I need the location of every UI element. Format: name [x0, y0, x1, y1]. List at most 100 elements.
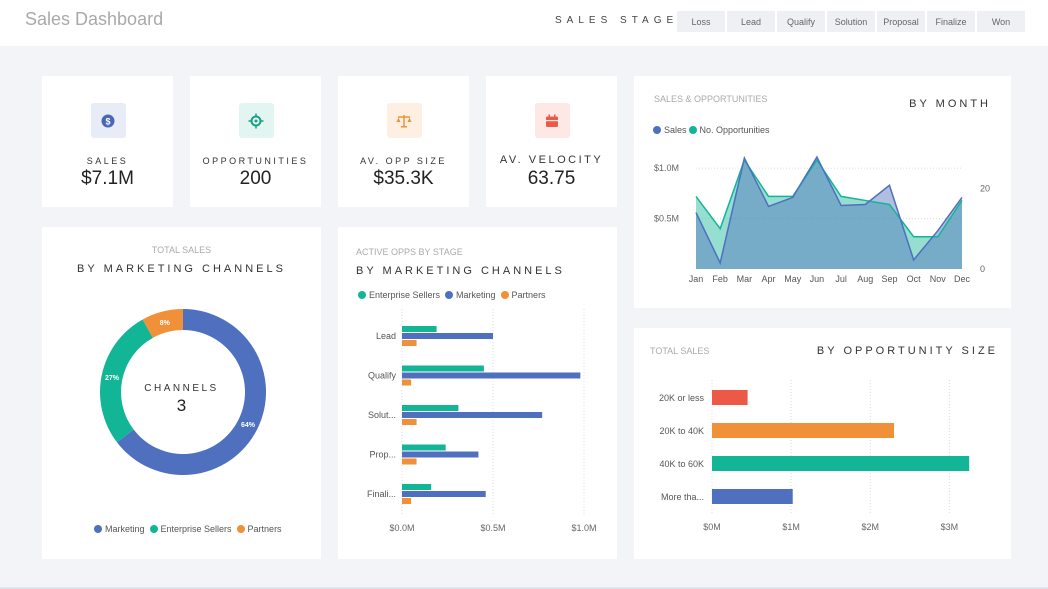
stage-filter-proposal[interactable]: Proposal — [877, 11, 925, 32]
x-tick-label: $0M — [703, 522, 721, 532]
legend-item-partners[interactable]: Partners — [236, 524, 282, 534]
bar-partners — [402, 498, 412, 504]
donut-slice-partners — [142, 309, 183, 338]
kpi-label: AV. OPP SIZE — [360, 156, 447, 166]
bar-opp-size — [712, 390, 748, 405]
legend-item-opportunities[interactable]: No. Opportunities — [688, 125, 770, 135]
x-tick-label: Jan — [689, 274, 704, 284]
stage-bar-chart[interactable]: $0.0M $0.5M $1.0M Lead Qualify Solut... Prop..… — [338, 299, 617, 559]
legend-item-enterprise[interactable]: Enterprise Sellers — [358, 290, 440, 300]
bar-partners — [402, 340, 417, 346]
legend-label: Sales — [664, 125, 687, 135]
x-tick-label: $2M — [862, 522, 880, 532]
y-tick-label: Solut... — [368, 410, 396, 420]
donut-data-label: 27% — [105, 375, 120, 382]
legend-item-marketing[interactable]: Marketing — [94, 524, 145, 534]
x-tick-label: $1M — [782, 522, 800, 532]
line-sales — [695, 155, 963, 266]
kpi-value: 200 — [239, 168, 272, 189]
x-tick-label: $1.0M — [571, 523, 596, 533]
kpi-card-avg-opp-size[interactable]: AV. OPP SIZE $35.3K — [338, 76, 469, 207]
bar-enterprise-sellers — [402, 484, 432, 490]
bar-enterprise-sellers — [402, 326, 437, 332]
sales-stage-filter: Loss Lead Qualify Solution Proposal Fina… — [677, 11, 1025, 32]
kpi-card-sales[interactable]: $ SALES $7.1M — [42, 76, 173, 207]
card-subtitle: TOTAL SALES — [650, 346, 710, 356]
y-left-tick-label: $0.5M — [654, 214, 679, 224]
bar-opp-size — [712, 423, 895, 438]
y-tick-label: Qualify — [368, 371, 397, 381]
bottom-divider — [0, 587, 1048, 589]
stage-bars-legend: Enterprise Sellers Marketing Partners — [358, 290, 551, 300]
x-tick-label: Oct — [907, 274, 922, 284]
kpi-label: OPPORTUNITIES — [202, 156, 309, 166]
legend-label: Marketing — [105, 524, 145, 534]
page-title: Sales Dashboard — [25, 9, 164, 29]
kpi-label: SALES — [86, 156, 129, 166]
legend-dot — [94, 525, 102, 533]
monthly-area-chart[interactable]: $1.0M $0.5M 20 0 Jan Feb Mar Apr May Jun Jul Aug Sep… — [634, 138, 1011, 298]
y-right-tick-label: 20 — [980, 183, 990, 193]
legend-dot — [149, 525, 158, 533]
bar-marketing — [402, 491, 486, 497]
total-sales-by-channel-card: TOTAL SALES BY MARKETING CHANNELS 64% 27%… — [42, 227, 321, 559]
y-tick-label: 20K or less — [659, 393, 705, 403]
x-tick-label: Feb — [712, 274, 728, 284]
stage-filter-loss[interactable]: Loss — [677, 11, 725, 32]
opp-size-bar-chart[interactable]: $0M $1M $2M $3M 20K or less 20K to 40K 40K to … — [634, 368, 1011, 558]
y-tick-label: Prop... — [369, 450, 396, 460]
bar-opp-size — [712, 456, 970, 471]
legend-dot — [236, 525, 245, 533]
legend-dot — [445, 291, 454, 299]
svg-text:$: $ — [105, 116, 110, 126]
stage-filter-solution[interactable]: Solution — [827, 11, 875, 32]
donut-slice-enterprise-sellers — [99, 319, 153, 443]
sales-opps-by-month-card: SALES & OPPORTUNITIES BY MONTH Sales No.… — [634, 76, 1011, 308]
y-tick-label: Lead — [376, 331, 396, 341]
bar-partners — [402, 419, 417, 425]
legend-item-marketing[interactable]: Marketing — [445, 290, 496, 300]
bar-opp-size — [712, 489, 793, 504]
kpi-card-opportunities[interactable]: OPPORTUNITIES 200 — [190, 76, 321, 207]
stage-filter-won[interactable]: Won — [977, 11, 1025, 32]
x-tick-label: Jul — [835, 274, 847, 284]
sales-by-opp-size-card: TOTAL SALES BY OPPORTUNITY SIZE $0M $1M $2… — [634, 328, 1011, 559]
bar-marketing — [402, 412, 543, 418]
kpi-card-avg-velocity[interactable]: AV. VELOCITY 63.75 — [486, 76, 617, 207]
kpi-value: 63.75 — [527, 168, 576, 189]
stage-filter-finalize[interactable]: Finalize — [927, 11, 975, 32]
bar-partners — [402, 458, 417, 465]
monthly-legend: Sales No. Opportunities — [653, 125, 775, 135]
stage-filter-lead[interactable]: Lead — [727, 11, 775, 32]
legend-dot — [688, 126, 697, 134]
bar-marketing — [402, 372, 581, 379]
y-tick-label: More tha... — [661, 492, 704, 502]
legend-item-enterprise[interactable]: Enterprise Sellers — [149, 524, 232, 534]
donut-data-label: 64% — [241, 422, 256, 429]
y-tick-label: 40K to 60K — [659, 459, 704, 469]
bar-enterprise-sellers — [402, 405, 459, 411]
donut-chart[interactable]: 64% 27% 8% — [42, 293, 321, 533]
legend-item-sales[interactable]: Sales — [653, 125, 687, 135]
legend-label: No. Opportunities — [699, 125, 770, 135]
x-tick-label: Dec — [954, 274, 971, 284]
scale-icon — [386, 103, 422, 138]
legend-item-partners[interactable]: Partners — [500, 290, 546, 300]
y-tick-label: 20K to 40K — [659, 426, 704, 436]
card-subtitle: SALES & OPPORTUNITIES — [654, 94, 768, 104]
x-tick-label: $0.0M — [389, 523, 414, 533]
legend-label: Partners — [247, 524, 282, 534]
card-title: BY MARKETING CHANNELS — [356, 265, 565, 277]
y-right-tick-label: 0 — [980, 264, 985, 274]
y-tick-label: Finali... — [367, 489, 396, 499]
bar-partners — [402, 379, 412, 386]
area-sales — [696, 157, 962, 269]
x-tick-label: May — [784, 274, 802, 284]
x-tick-label: $0.5M — [480, 523, 505, 533]
x-tick-label: Apr — [762, 274, 776, 284]
legend-dot — [653, 126, 661, 134]
legend-label: Enterprise Sellers — [160, 524, 232, 534]
stage-filter-qualify[interactable]: Qualify — [777, 11, 825, 32]
kpi-value: $7.1M — [81, 168, 134, 189]
calendar-icon — [534, 103, 570, 138]
